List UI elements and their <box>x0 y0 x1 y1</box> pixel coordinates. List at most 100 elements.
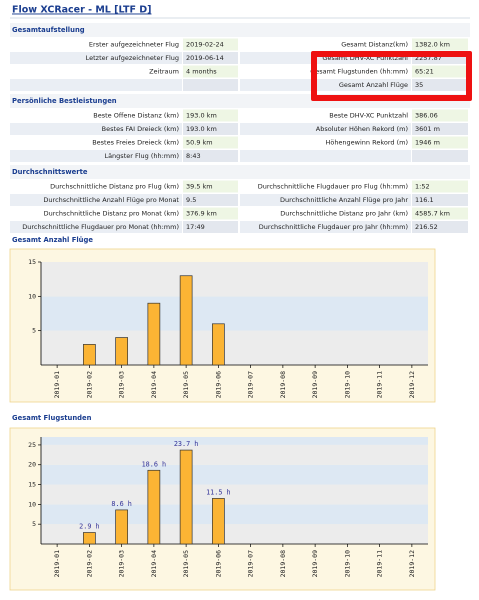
stat-label: Beste Offene Distanz (km) <box>93 112 179 120</box>
chart-title: Gesamt Anzahl Flüge <box>12 236 93 244</box>
y-tick-label: 25 <box>28 441 36 449</box>
cell-bg <box>240 207 411 220</box>
cell-bg <box>10 123 182 135</box>
y-tick-label: 5 <box>32 327 36 335</box>
stat-label: Durchschnittliche Distanz pro Jahr (km) <box>280 210 408 218</box>
stat-value: 193.0 km <box>186 125 217 133</box>
stat-value: 1946 m <box>415 139 440 147</box>
data-label: 2.9 h <box>79 523 99 531</box>
stat-label: Zeitraum <box>149 68 179 76</box>
cell-bg <box>412 123 468 135</box>
cell-bg <box>240 136 411 149</box>
stat-value: 193.0 km <box>186 112 217 120</box>
cell-bg <box>183 180 238 193</box>
x-tick-label: 2019-02 <box>85 371 93 398</box>
x-tick-label: 2019-06 <box>214 550 222 577</box>
stat-value: 4585.7 km <box>415 210 450 218</box>
x-tick-label: 2019-04 <box>150 371 158 398</box>
cell-bg <box>183 136 238 149</box>
x-tick-label: 2019-05 <box>182 371 190 398</box>
x-tick-label: 2019-10 <box>343 550 351 577</box>
cell-bg <box>10 109 182 122</box>
stat-label: Längster Flug (hh:mm) <box>104 152 179 160</box>
cell-bg <box>10 180 182 193</box>
section-header: Gesamtaufstellung <box>12 26 85 34</box>
y-tick-label: 10 <box>28 500 36 508</box>
stat-label: Durchschnittliche Flugdauer pro Monat (h… <box>22 223 179 231</box>
x-tick-label: 2019-04 <box>150 550 158 577</box>
y-tick-label: 15 <box>28 481 36 489</box>
bar <box>212 323 225 366</box>
plot-band <box>41 437 428 445</box>
cell-bg <box>183 38 238 51</box>
stat-label: Durchschnittliche Flugdauer pro Flug (hh… <box>258 183 408 191</box>
plot-band <box>41 330 428 365</box>
data-label: 23.7 h <box>174 440 199 448</box>
cell-bg <box>412 207 468 220</box>
y-tick-label: 15 <box>28 258 36 266</box>
stat-value: 376.9 km <box>186 210 217 218</box>
x-tick-label: 2019-02 <box>85 550 93 577</box>
stat-label: Gesamt Flugstunden (hh:mm) <box>310 68 408 76</box>
data-label: 8.6 h <box>111 500 131 508</box>
x-tick-label: 2019-08 <box>279 371 287 398</box>
cell-bg <box>412 65 468 78</box>
bar <box>147 469 161 545</box>
bar <box>115 337 128 366</box>
x-tick-label: 2019-11 <box>376 371 384 398</box>
bar <box>179 275 193 366</box>
cell-bg <box>183 109 238 122</box>
x-tick-label: 2019-03 <box>118 550 126 577</box>
x-tick-label: 2019-06 <box>214 371 222 398</box>
stat-value: 2257.87 <box>415 54 442 62</box>
cell-bg <box>412 79 468 91</box>
stat-label: Durchschnittliche Distanz pro Monat (km) <box>44 210 179 218</box>
page-title[interactable]: Flow XCRacer - ML [LTF D] <box>12 5 152 16</box>
x-tick-label: 2019-07 <box>247 550 255 577</box>
cell-bg <box>10 136 182 149</box>
plot-band <box>41 464 428 485</box>
cell-bg <box>240 65 411 78</box>
cell-bg <box>412 109 468 122</box>
cell-bg <box>240 180 411 193</box>
stat-value: 1382.0 km <box>415 41 450 49</box>
cell-bg <box>10 65 182 78</box>
plot-band <box>41 262 428 297</box>
section-header: Persönliche Bestleistungen <box>12 97 117 105</box>
cell-bg <box>10 38 182 51</box>
data-label: 11.5 h <box>206 488 231 496</box>
stat-label: Durchschnittliche Distanz pro Flug (km) <box>50 183 179 191</box>
x-tick-label: 2019-07 <box>247 371 255 398</box>
bar <box>115 509 128 545</box>
stat-value: 39.5 km <box>186 183 213 191</box>
plot-band <box>41 504 428 525</box>
cell-bg <box>240 109 411 122</box>
cell-bg <box>240 150 411 162</box>
stat-label: Erster aufgezeichneter Flug <box>89 41 179 49</box>
stat-label: Beste DHV-XC Punktzahl <box>329 112 408 120</box>
x-tick-label: 2019-12 <box>408 550 416 577</box>
cell-bg <box>183 79 238 91</box>
x-tick-label: 2019-09 <box>311 550 319 577</box>
cell-bg <box>10 207 182 220</box>
x-tick-label: 2019-05 <box>182 550 190 577</box>
plot-band <box>41 444 428 465</box>
stat-value: 65:21 <box>415 68 434 76</box>
plot-band <box>41 484 428 505</box>
cell-bg <box>10 52 182 64</box>
stat-value: 17:49 <box>186 223 205 231</box>
x-tick-label: 2019-03 <box>118 371 126 398</box>
stat-value: 9.5 <box>186 196 196 204</box>
stat-label: Bestes Freies Dreieck (km) <box>92 139 179 147</box>
stat-value: 2019-02-24 <box>186 41 224 49</box>
x-tick-label: 2019-09 <box>311 371 319 398</box>
stat-label: Gesamt DHV-XC Punktzahl <box>322 54 408 62</box>
cell-bg <box>10 221 182 233</box>
x-tick-label: 2019-01 <box>53 550 61 577</box>
cell-bg <box>412 150 468 162</box>
x-tick-label: 2019-12 <box>408 371 416 398</box>
stat-label: Durchschnittliche Anzahl Flüge pro Monat <box>43 196 179 204</box>
cell-bg <box>183 150 238 162</box>
stat-value: 216.52 <box>415 223 438 231</box>
